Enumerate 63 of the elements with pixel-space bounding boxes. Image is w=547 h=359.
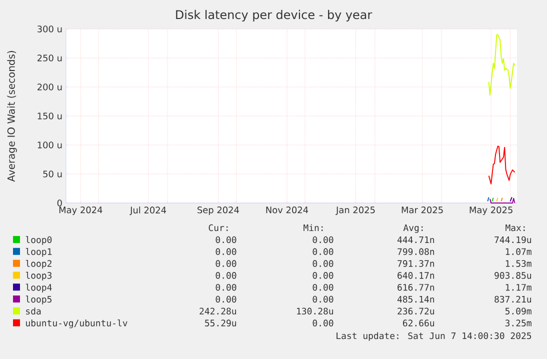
text: Max: xyxy=(506,224,525,232)
y-tick-label: 250 u xyxy=(37,54,62,62)
text: 744.19u xyxy=(494,236,532,244)
text: 0.00 xyxy=(312,296,334,303)
x-tick-label: Jul 2024 xyxy=(130,206,166,216)
text: 0.00 xyxy=(312,236,334,244)
text: 791.37n xyxy=(398,260,434,267)
legend-label: ubuntu-vg/ubuntu-lv xyxy=(26,319,128,328)
line-series xyxy=(488,146,516,184)
text: Min: xyxy=(304,224,323,231)
text: 130.28u xyxy=(297,308,334,315)
legend-label: loop4 xyxy=(26,284,52,292)
text: 0.00 xyxy=(216,236,236,244)
text: Cur: xyxy=(208,224,228,232)
text: 0.00 xyxy=(216,284,236,291)
text: 236.72u xyxy=(398,308,434,315)
text: 0.00 xyxy=(312,284,334,291)
y-tick-label: 150 u xyxy=(38,112,62,120)
y-tick-label: 300 u xyxy=(38,26,62,32)
legend-label: loop2 xyxy=(26,260,52,269)
text: 1.53m xyxy=(506,260,532,267)
text: 0.00 xyxy=(312,260,334,267)
text: 799.08n xyxy=(398,248,434,256)
text: 242.28u xyxy=(200,308,236,315)
line-series xyxy=(488,34,516,96)
legend-label: loop0 xyxy=(26,236,52,245)
legend-label: sda xyxy=(26,308,41,315)
text: Avg: xyxy=(403,224,423,233)
text: 55.29u xyxy=(205,320,236,326)
text: 5.09m xyxy=(505,308,532,315)
x-tick-label: Sep 2024 xyxy=(198,206,239,216)
y-tick-label: 50 u xyxy=(43,170,62,178)
text: 616.77n xyxy=(398,284,434,291)
text: 1.07m xyxy=(506,248,532,256)
text: 62.66u xyxy=(402,320,434,326)
text: 0.00 xyxy=(216,296,236,303)
x-tick-label: Mar 2025 xyxy=(402,206,443,214)
text: 0.00 xyxy=(216,248,236,256)
x-tick-label: May 2025 xyxy=(470,206,512,216)
text: 1.17m xyxy=(506,284,532,291)
y-tick-label: 0 xyxy=(57,200,62,206)
text: 0.00 xyxy=(312,272,334,279)
text: 0.00 xyxy=(312,248,334,256)
chart-title: Disk latency per device - by year xyxy=(176,10,372,22)
text: 903.85u xyxy=(494,272,532,279)
x-tick-label: May 2024 xyxy=(59,206,102,216)
text: 837.21u xyxy=(494,296,532,303)
text: 444.71n xyxy=(397,236,434,243)
legend-label: loop5 xyxy=(26,296,52,304)
text: Last update: Sat Jun 7 14:00:30 2025 xyxy=(336,332,532,341)
y-tick-label: 100 u xyxy=(38,142,62,148)
y-axis-title: Average IO Wait (seconds) xyxy=(7,51,17,182)
legend-label: loop1 xyxy=(26,248,52,257)
legend-label: loop3 xyxy=(26,272,52,281)
text: 0.00 xyxy=(312,320,334,326)
x-tick-label: Nov 2024 xyxy=(266,206,308,214)
y-tick-label: 200 u xyxy=(37,84,62,90)
text: 0.00 xyxy=(216,272,236,279)
text: 485.14n xyxy=(397,296,434,303)
text: 0.00 xyxy=(216,260,236,267)
text: 640.17n xyxy=(398,272,434,279)
x-tick-label: Jan 2025 xyxy=(336,206,375,215)
text: 3.25m xyxy=(505,320,532,326)
